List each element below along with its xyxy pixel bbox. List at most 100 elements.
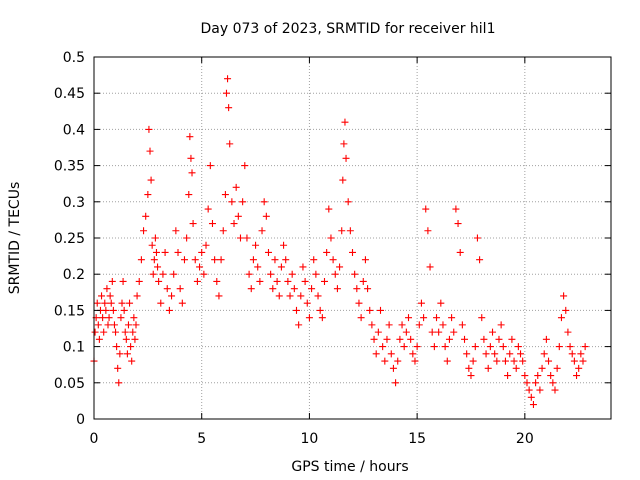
data-point [557, 314, 565, 322]
data-point [476, 256, 484, 264]
data-point [389, 364, 397, 372]
data-point [154, 263, 162, 271]
data-point [489, 328, 497, 336]
data-point [119, 277, 127, 285]
data-point [132, 321, 140, 329]
data-point [467, 372, 475, 380]
data-point [525, 386, 533, 394]
data-point [174, 248, 182, 256]
data-point [383, 335, 391, 343]
data-point [458, 321, 466, 329]
data-point [202, 241, 210, 249]
data-point [400, 343, 408, 351]
data-point [529, 401, 537, 409]
data-point [226, 140, 234, 148]
data-point [123, 350, 131, 358]
data-point [570, 357, 578, 365]
chart-title: Day 073 of 2023, SRMTID for receiver hil… [201, 21, 496, 37]
data-point [435, 328, 443, 336]
data-point [295, 321, 303, 329]
data-point [577, 350, 585, 358]
data-point [178, 299, 186, 307]
data-point [355, 299, 363, 307]
data-point [133, 292, 141, 300]
data-point [344, 198, 352, 206]
data-point [149, 270, 157, 278]
data-point [420, 314, 428, 322]
data-point [445, 335, 453, 343]
data-point [519, 357, 527, 365]
data-point [456, 248, 464, 256]
data-point [264, 248, 272, 256]
data-point [523, 379, 531, 387]
data-point [280, 241, 288, 249]
data-point [312, 270, 320, 278]
data-point [286, 292, 294, 300]
y-tick-label: 0.2 [63, 267, 85, 283]
data-point [191, 256, 199, 264]
data-point [499, 343, 507, 351]
data-point [566, 343, 574, 351]
data-point [148, 241, 156, 249]
y-axis-title: SRMTID / TECUs [7, 182, 23, 295]
data-point [189, 220, 197, 228]
data-point [127, 343, 135, 351]
data-point [267, 270, 275, 278]
data-point [308, 285, 316, 293]
data-point [101, 299, 109, 307]
data-point [370, 335, 378, 343]
data-point [562, 306, 570, 314]
data-point [247, 285, 255, 293]
data-point [150, 256, 158, 264]
data-point [163, 285, 171, 293]
data-point [549, 379, 557, 387]
data-point [491, 350, 499, 358]
data-point [273, 277, 281, 285]
data-point [433, 314, 441, 322]
data-point [186, 133, 194, 141]
data-point [392, 379, 400, 387]
data-point [486, 343, 494, 351]
data-point [359, 277, 367, 285]
data-point [128, 357, 136, 365]
data-point [336, 263, 344, 271]
data-point [292, 306, 300, 314]
data-point [297, 292, 305, 300]
data-point [225, 104, 233, 112]
data-point [193, 277, 201, 285]
grid [94, 57, 611, 419]
data-point [140, 227, 148, 235]
data-point [407, 335, 415, 343]
data-point [514, 343, 522, 351]
data-point [145, 125, 153, 133]
data-point [495, 335, 503, 343]
data-point [314, 292, 322, 300]
data-point [368, 321, 376, 329]
data-point [277, 263, 285, 271]
data-point [222, 89, 230, 97]
data-point [106, 292, 114, 300]
data-point [493, 357, 501, 365]
data-point [564, 328, 572, 336]
data-point [506, 350, 514, 358]
y-tick-label: 0.05 [54, 376, 85, 392]
data-point [102, 306, 110, 314]
data-point [465, 364, 473, 372]
data-point [325, 205, 333, 213]
data-point [331, 270, 339, 278]
data-point [151, 234, 159, 242]
data-point [213, 277, 221, 285]
data-point [340, 140, 348, 148]
data-point [538, 364, 546, 372]
data-point [115, 379, 123, 387]
x-axis-tick-labels: 0 5 10 15 20 [90, 431, 534, 447]
data-point [405, 314, 413, 322]
data-point [185, 191, 193, 199]
data-point [478, 314, 486, 322]
y-tick-label: 0.25 [54, 231, 85, 247]
data-point [508, 335, 516, 343]
data-point [91, 328, 99, 336]
data-point [137, 256, 145, 264]
y-axis-tick-labels: 0 0.05 0.1 0.15 0.2 0.25 0.3 0.35 0.4 0.45 0.5 [54, 50, 85, 428]
data-point [553, 364, 561, 372]
